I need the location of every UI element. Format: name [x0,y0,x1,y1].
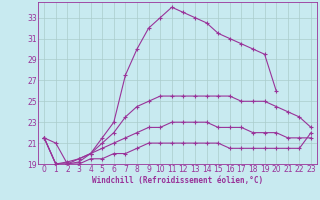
X-axis label: Windchill (Refroidissement éolien,°C): Windchill (Refroidissement éolien,°C) [92,176,263,185]
